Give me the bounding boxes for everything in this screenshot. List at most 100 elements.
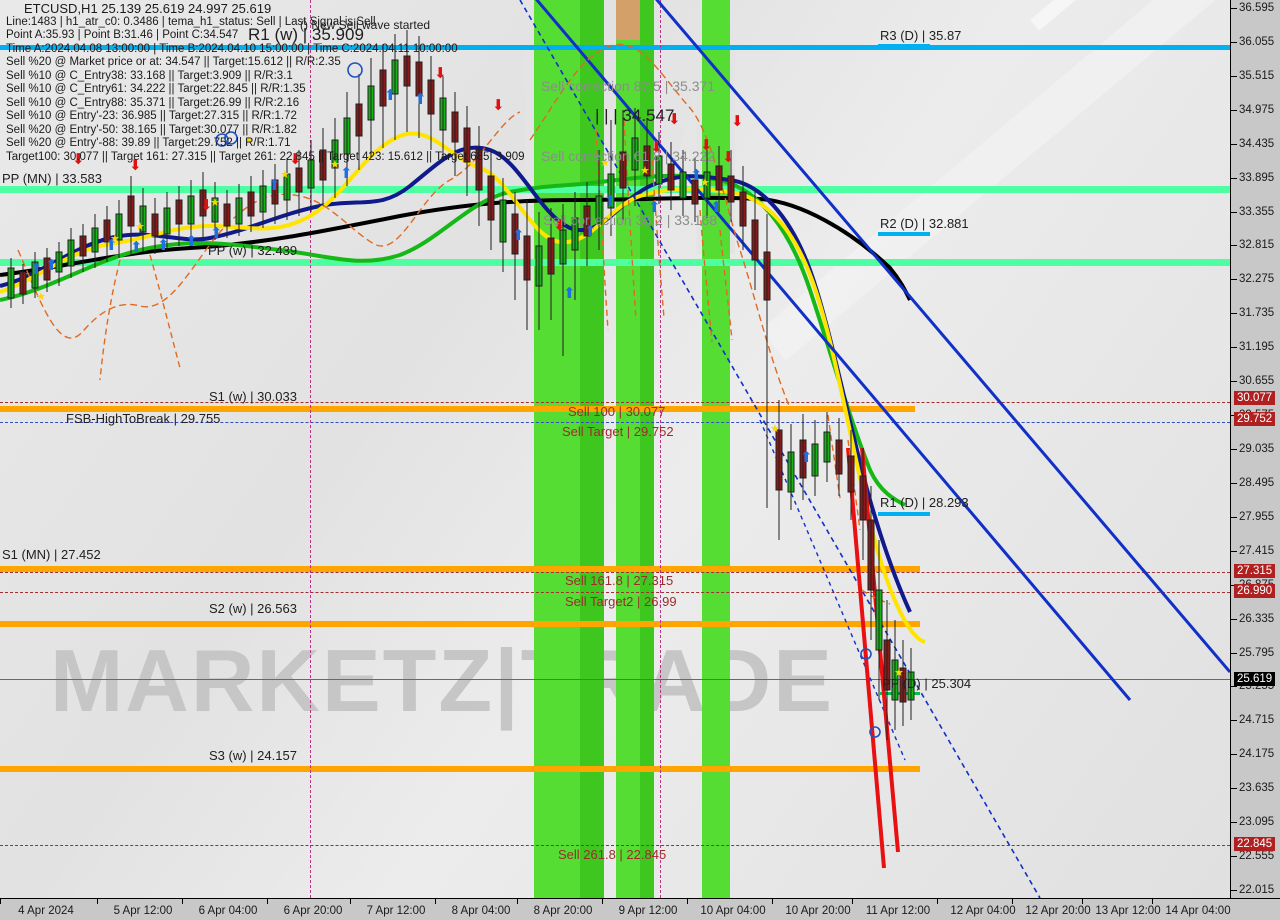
level-label-pp-w: PP (w) | 32.439 bbox=[208, 243, 298, 258]
level-label-s2-w: S2 (w) | 26.563 bbox=[209, 601, 297, 616]
price-tick-label: 24.175 bbox=[1239, 748, 1275, 761]
buy-arrow: ⬆ bbox=[604, 193, 617, 210]
signal-star: ★ bbox=[330, 159, 340, 171]
level-label-r3-d: R3 (D) | 35.87 bbox=[880, 28, 962, 43]
time-axis[interactable]: 4 Apr 2024 5 Apr 12:00 6 Apr 04:00 6 Apr 20… bbox=[0, 898, 1280, 920]
buy-arrow: ⬆ bbox=[690, 167, 703, 184]
price-tick-label: 36.055 bbox=[1239, 35, 1275, 48]
time-tick bbox=[517, 899, 518, 904]
time-tick-label: 9 Apr 12:00 bbox=[618, 905, 678, 917]
level-label-s3-w: S3 (w) | 24.157 bbox=[209, 748, 297, 763]
signal-star: ★ bbox=[600, 157, 610, 169]
price-badge: 29.752 bbox=[1234, 412, 1276, 426]
price-tick bbox=[1231, 313, 1237, 315]
price-tick-label: 27.415 bbox=[1239, 544, 1275, 557]
buy-arrow: ⬆ bbox=[105, 237, 118, 254]
buy-arrow: ⬆ bbox=[340, 165, 353, 182]
price-tick-label: 23.095 bbox=[1239, 816, 1275, 829]
signal-star: ★ bbox=[36, 291, 46, 303]
buy-arrow: ⬆ bbox=[185, 233, 198, 250]
buy-arrow: ⬆ bbox=[563, 285, 576, 302]
target-label-sell-1618: Sell 161.8 | 27.315 bbox=[565, 573, 674, 588]
fib-label-point-c: | | | 34.547 bbox=[595, 106, 675, 125]
price-badge: 25.619 bbox=[1234, 672, 1276, 686]
price-tick-label: 34.975 bbox=[1239, 103, 1275, 116]
time-tick bbox=[852, 899, 853, 904]
info-line-6: Sell %10 @ C_Entry88: 35.371 || Target:2… bbox=[6, 96, 300, 109]
price-tick-label: 32.275 bbox=[1239, 273, 1275, 286]
time-tick-label: 6 Apr 04:00 bbox=[198, 905, 258, 917]
sell-arrow: ⬇ bbox=[72, 151, 85, 168]
chart-plot-area[interactable]: M MARKETZ|TRADE bbox=[0, 0, 1230, 898]
info-line-0: Line:1483 | h1_atr_c0: 0.3486 | tema_h1_… bbox=[6, 15, 376, 28]
session-band bbox=[702, 0, 730, 16]
time-tick-label: 14 Apr 04:00 bbox=[1165, 905, 1231, 917]
time-tick-label: 10 Apr 20:00 bbox=[785, 905, 851, 917]
sell-arrow: ⬇ bbox=[700, 137, 713, 154]
price-tick bbox=[1231, 279, 1237, 281]
signal-star: ★ bbox=[770, 423, 780, 435]
info-line-1: Point A:35.93 | Point B:31.46 | Point C:… bbox=[6, 29, 239, 41]
info-line-3: Sell %20 @ Market price or at: 34.547 ||… bbox=[6, 56, 341, 68]
time-tick bbox=[1082, 899, 1083, 904]
time-tick bbox=[97, 899, 98, 904]
fib-label-sell-corr-875: Sell correction 87.5 | 35.371 bbox=[541, 78, 716, 94]
time-tick bbox=[182, 899, 183, 904]
time-tick bbox=[602, 899, 603, 904]
sell-arrow: ⬇ bbox=[200, 197, 213, 214]
info-line-7: Sell %10 @ Entry'-23: 36.985 || Target:2… bbox=[6, 110, 297, 122]
time-tick-label: 8 Apr 04:00 bbox=[451, 905, 511, 917]
price-tick-label: 23.635 bbox=[1239, 782, 1275, 795]
info-line-5: Sell %10 @ C_Entry61: 34.222 || Target:2… bbox=[6, 83, 306, 95]
time-tick-label: 7 Apr 12:00 bbox=[366, 905, 426, 917]
price-tick-label: 35.515 bbox=[1239, 69, 1275, 82]
new-wave-banner: () New Sell wave started bbox=[300, 18, 431, 32]
price-tick-label: 31.735 bbox=[1239, 307, 1275, 320]
price-tick-label: 28.495 bbox=[1239, 476, 1275, 489]
price-tick bbox=[1231, 143, 1237, 145]
time-tick bbox=[0, 899, 1, 904]
price-tick-label: 33.895 bbox=[1239, 171, 1275, 184]
price-tick bbox=[1231, 788, 1237, 790]
price-tick bbox=[1231, 41, 1237, 43]
price-badge: 30.077 bbox=[1234, 391, 1276, 405]
target-line-sell1618 bbox=[0, 572, 1230, 573]
sell-arrow: ⬇ bbox=[731, 113, 744, 130]
buy-arrow: ⬆ bbox=[384, 87, 397, 104]
time-tick bbox=[267, 899, 268, 904]
buy-arrow: ⬆ bbox=[800, 449, 813, 466]
price-tick-label: 31.195 bbox=[1239, 341, 1275, 354]
price-tick bbox=[1231, 890, 1237, 891]
time-tick bbox=[1152, 899, 1153, 904]
price-tick-label: 29.035 bbox=[1239, 443, 1275, 455]
buy-arrow: ⬆ bbox=[648, 199, 661, 216]
price-tick bbox=[1231, 754, 1237, 756]
buy-arrow: ⬆ bbox=[512, 227, 525, 244]
info-line-4: Sell %10 @ C_Entry38: 33.168 || Target:3… bbox=[6, 69, 293, 82]
time-tick bbox=[687, 899, 688, 904]
level-line-s2w bbox=[0, 621, 920, 627]
buy-arrow: ⬆ bbox=[414, 91, 427, 108]
price-tick-label: 22.015 bbox=[1239, 884, 1275, 896]
price-tick-label: 32.815 bbox=[1239, 239, 1275, 252]
price-tick bbox=[1231, 516, 1237, 518]
symbol-line: ETCUSD,H1 25.139 25.619 24.997 25.619 bbox=[24, 1, 272, 16]
price-badge: 27.315 bbox=[1234, 564, 1276, 578]
level-line-pp-w bbox=[0, 259, 1230, 266]
target-label-sell-target2: Sell Target2 | 26.99 bbox=[565, 594, 677, 609]
signal-star: ★ bbox=[700, 177, 710, 189]
level-label-fsb-high: FSB-HighToBreak | 29.755 bbox=[66, 411, 221, 426]
price-axis[interactable]: 36.595 36.055 35.515 34.975 34.435 33.895 33.3… bbox=[1230, 0, 1280, 898]
level-label-s1-mn: S1 (MN) | 27.452 bbox=[2, 547, 101, 562]
r2d-underline bbox=[878, 232, 930, 236]
buy-arrow: ⬆ bbox=[157, 237, 170, 254]
price-tick bbox=[1231, 618, 1237, 620]
price-tick-label: 36.595 bbox=[1239, 2, 1275, 14]
price-badge: 26.990 bbox=[1234, 584, 1276, 598]
sell-arrow: ⬇ bbox=[722, 149, 735, 166]
time-tick-label: 13 Apr 12:00 bbox=[1095, 905, 1161, 917]
sell-arrow: ⬇ bbox=[129, 157, 142, 174]
buy-arrow: ⬆ bbox=[584, 223, 597, 240]
price-tick bbox=[1231, 211, 1237, 213]
sell-arrow: ⬇ bbox=[492, 97, 505, 114]
